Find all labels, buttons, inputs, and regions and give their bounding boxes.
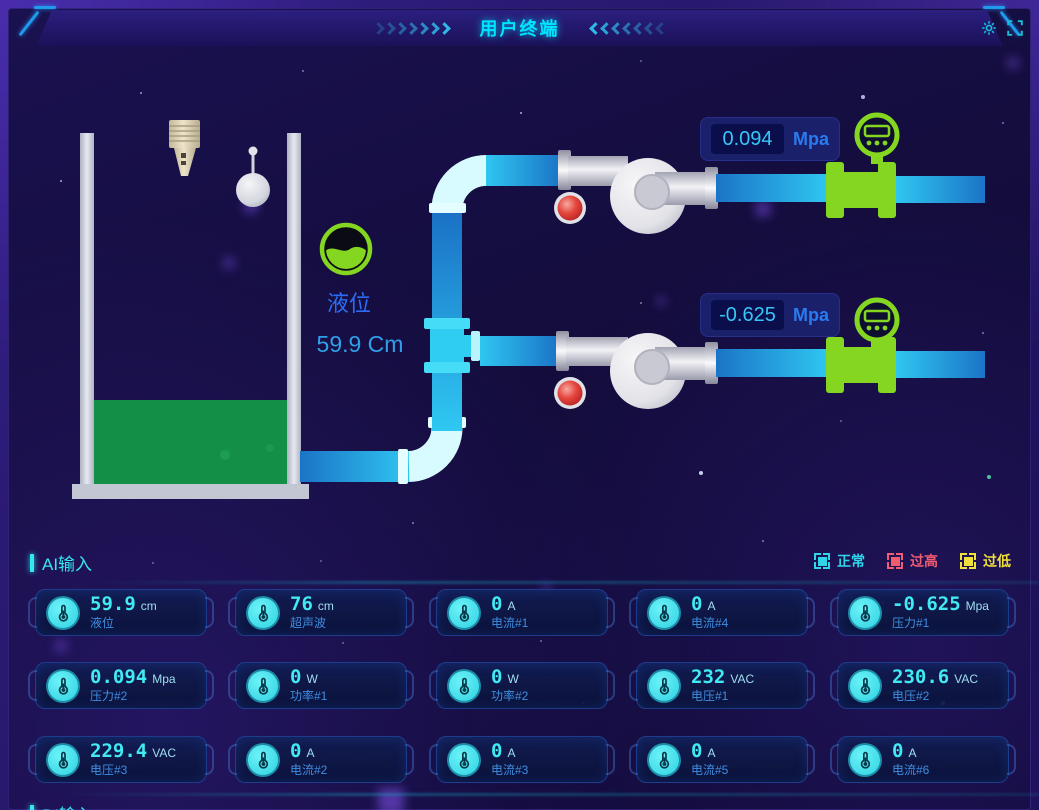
pressure-unit: Mpa [793, 128, 829, 149]
ai-card: 0 A 电流#2 [228, 736, 414, 783]
thermometer-icon [447, 742, 481, 777]
thermometer-icon [246, 668, 280, 703]
liquid-level-icon [319, 222, 373, 276]
ai-card: 76 cm 超声波 [228, 589, 414, 636]
status-legend: 正常 过高 过低 [814, 551, 1011, 571]
pump-1 [558, 150, 718, 234]
thermometer-icon [447, 595, 481, 630]
ultrasonic-sensor [169, 120, 200, 176]
flow-meter-1 [826, 112, 900, 218]
thermometer-icon [447, 668, 481, 703]
thermometer-icon [246, 595, 280, 630]
di-section-title: DI输入 [30, 801, 93, 810]
ai-card: 0 A 电流#3 [429, 736, 615, 783]
gear-icon[interactable] [981, 20, 997, 36]
thermometer-icon [647, 595, 681, 630]
page-title: 用户终端 [479, 19, 560, 39]
pressure-unit: Mpa [793, 304, 829, 325]
legend-swatch-yellow [960, 553, 976, 569]
ai-card: 59.9 cm 液位 [28, 589, 214, 636]
tank [72, 133, 309, 499]
ai-card: 0 W 功率#2 [429, 662, 615, 709]
pump-2 [556, 331, 718, 409]
ai-card: 0 A 电流#1 [429, 589, 615, 636]
pressure-gauge-1: 0.094 Mpa [700, 117, 840, 161]
ai-section-title: AI输入 [30, 550, 92, 575]
title-bar-accent [30, 804, 34, 810]
pressure-value: -0.625 [711, 300, 784, 330]
thermometer-icon [647, 668, 681, 703]
pressure-value: 0.094 [711, 124, 784, 154]
ai-card: 0 W 功率#1 [228, 662, 414, 709]
ai-card: 229.4 VAC 电压#3 [28, 736, 214, 783]
pipe-segment [716, 349, 828, 377]
header-bar: 用户终端 [36, 10, 1003, 46]
pipe-segment [896, 176, 985, 203]
indicator-light-2 [554, 377, 586, 409]
pipe-segment [896, 351, 985, 378]
legend-item-high: 过高 [887, 551, 938, 571]
ai-card: 232 VAC 电压#1 [629, 662, 815, 709]
pipe-segment [716, 174, 828, 202]
thermometer-icon [46, 668, 80, 703]
ai-card: 0 A 电流#6 [830, 736, 1016, 783]
corner-accent [983, 6, 1005, 9]
tank-liquid [94, 400, 287, 485]
level-label: 液位 [326, 291, 371, 316]
legend-swatch-red [887, 553, 903, 569]
ai-card: 0 A 电流#5 [629, 736, 815, 783]
thermometer-icon [246, 742, 280, 777]
ai-card: 0.094 Mpa 压力#2 [28, 662, 214, 709]
indicator-light-1 [554, 192, 586, 224]
section-divider [95, 581, 1039, 584]
section-divider [60, 793, 1039, 796]
legend-item-normal: 正常 [814, 551, 865, 571]
level-value: 59.9 Cm [316, 331, 404, 357]
corner-accent [34, 6, 56, 9]
thermometer-icon [46, 742, 80, 777]
fullscreen-icon[interactable] [1007, 20, 1023, 36]
ai-card: 0 A 电流#4 [629, 589, 815, 636]
thermometer-icon [848, 742, 882, 777]
legend-item-low: 过低 [960, 551, 1011, 571]
pipe-network [300, 155, 560, 484]
thermometer-icon [848, 595, 882, 630]
thermometer-icon [848, 668, 882, 703]
legend-swatch-cyan [814, 553, 830, 569]
ai-card: 230.6 VAC 电压#2 [830, 662, 1016, 709]
flow-meter-2 [826, 297, 900, 393]
thermometer-icon [647, 742, 681, 777]
ai-card: -0.625 Mpa 压力#1 [830, 589, 1016, 636]
float-sensor [236, 146, 270, 207]
pressure-gauge-2: -0.625 Mpa [700, 293, 840, 337]
thermometer-icon [46, 595, 80, 630]
title-bar-accent [30, 553, 34, 572]
